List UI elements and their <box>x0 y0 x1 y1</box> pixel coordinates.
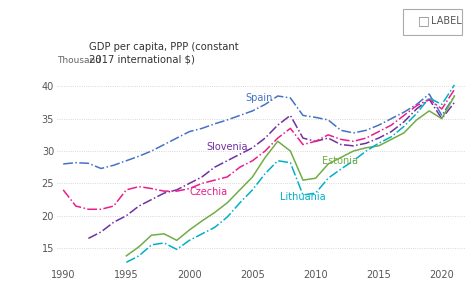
Text: □: □ <box>418 14 429 27</box>
Text: Czechia: Czechia <box>189 187 228 197</box>
Text: Lithuania: Lithuania <box>280 192 326 202</box>
Text: LABEL: LABEL <box>431 16 462 26</box>
Text: Slovenia: Slovenia <box>207 142 248 152</box>
Text: GDP per capita, PPP (constant
2017 international $): GDP per capita, PPP (constant 2017 inter… <box>90 42 239 65</box>
Text: Thousand: Thousand <box>57 56 101 65</box>
Text: Spain: Spain <box>245 92 273 102</box>
FancyBboxPatch shape <box>403 9 462 35</box>
Text: Estonia: Estonia <box>322 156 358 166</box>
